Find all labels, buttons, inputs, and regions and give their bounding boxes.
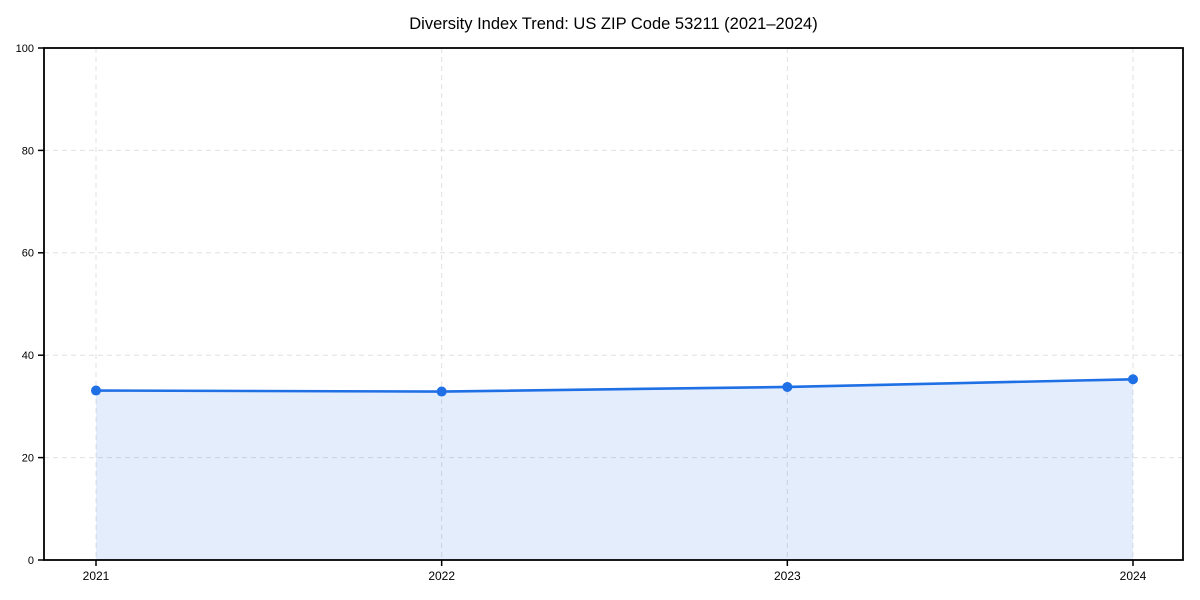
data-point-marker (782, 381, 793, 392)
chart-title: Diversity Index Trend: US ZIP Code 53211… (409, 15, 817, 33)
y-tick-label: 80 (22, 145, 34, 157)
x-tick-label: 2021 (83, 569, 110, 583)
x-tick-label: 2022 (428, 569, 455, 583)
area-line-series (91, 374, 1138, 560)
trend-line (94, 377, 1135, 393)
area-fill (96, 379, 1133, 560)
plot-border (43, 47, 1184, 561)
y-tick-label: 40 (22, 350, 34, 362)
y-tick-label: 60 (22, 248, 34, 260)
x-tick-label: 2024 (1120, 569, 1147, 583)
y-tick-label: 0 (28, 555, 34, 567)
x-tick-label: 2023 (774, 569, 801, 583)
y-tick-label: 20 (22, 452, 34, 464)
data-point-marker (91, 385, 101, 396)
axis-ticks: 0 20 40 60 80 100 2021 2022 2023 2024 (16, 43, 1147, 583)
data-point-marker (436, 386, 447, 397)
data-point-marker (1128, 374, 1138, 385)
y-tick-label: 100 (16, 43, 34, 55)
